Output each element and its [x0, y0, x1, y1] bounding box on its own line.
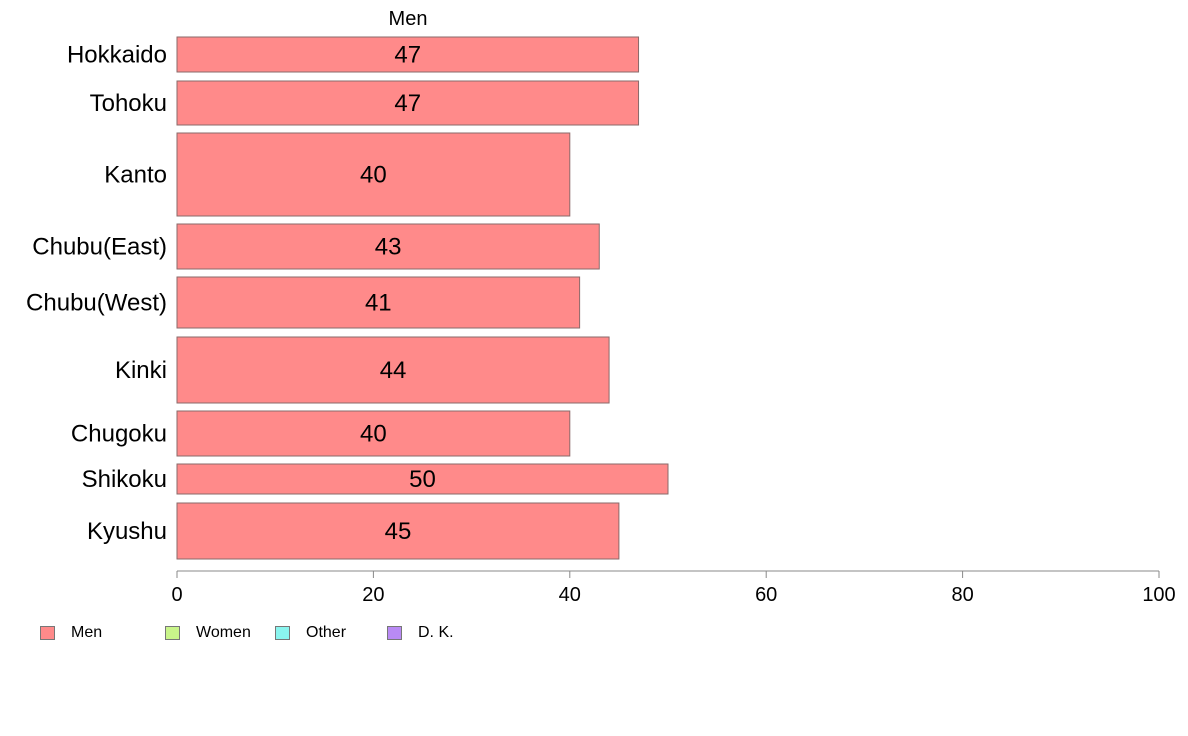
data-label-tohoku: 47 [394, 90, 421, 117]
data-label-hokkaido: 47 [394, 42, 421, 69]
legend-item-dk: D. K. [387, 624, 454, 642]
category-label-hokkaido: Hokkaido [67, 42, 167, 69]
legend-label-other: Other [306, 624, 347, 641]
data-label-shikoku: 50 [409, 466, 436, 493]
data-label-kanto: 40 [360, 162, 387, 189]
legend-label-dk: D. K. [418, 624, 454, 641]
x-tick-label-100: 100 [1142, 584, 1175, 606]
category-label-chugoku: Chugoku [71, 421, 167, 448]
bar-group: Hokkaido 47 Tohoku 47 Kanto 40 Chubu(East) 43 Ch… [26, 36, 669, 560]
data-label-chubu-east: 43 [375, 234, 402, 261]
legend-item-women: Women [165, 624, 275, 642]
category-label-tohoku: Tohoku [90, 90, 167, 117]
data-label-kyushu: 45 [385, 518, 412, 545]
legend: Men Women Other D. K. [40, 624, 454, 642]
bar-hokkaido [176, 36, 640, 73]
bar-kyushu [176, 502, 620, 560]
category-label-chubu-west: Chubu(West) [26, 290, 167, 317]
data-label-chubu-west: 41 [365, 290, 392, 317]
x-tick-label-60: 60 [755, 584, 777, 606]
chart-title: Men [389, 8, 428, 30]
bar-kinki [176, 336, 610, 404]
legend-swatch-men [40, 626, 55, 640]
category-label-shikoku: Shikoku [82, 466, 167, 493]
category-label-chubu-east: Chubu(East) [32, 234, 167, 261]
category-label-kinki: Kinki [115, 357, 167, 384]
data-label-kinki: 44 [380, 357, 407, 384]
legend-item-men: Men [40, 624, 165, 642]
bar-chubu-east [176, 223, 600, 270]
legend-item-other: Other [275, 624, 387, 642]
legend-label-women: Women [196, 624, 251, 641]
category-label-kyushu: Kyushu [87, 518, 167, 545]
bar-chubu-west [176, 276, 581, 329]
x-axis: 0 20 40 60 80 100 [171, 570, 1176, 606]
data-label-chugoku: 40 [360, 421, 387, 448]
x-tick-label-80: 80 [951, 584, 973, 606]
bar-tohoku [176, 80, 640, 126]
x-tick-label-0: 0 [171, 584, 182, 606]
bar-kanto [176, 132, 571, 217]
legend-swatch-dk [387, 626, 402, 640]
category-label-kanto: Kanto [104, 162, 167, 189]
x-tick-label-40: 40 [559, 584, 581, 606]
x-tick-label-20: 20 [362, 584, 384, 606]
bar-chugoku [176, 410, 571, 457]
legend-label-men: Men [71, 624, 103, 641]
legend-swatch-women [165, 626, 180, 640]
bar-shikoku [176, 463, 669, 495]
legend-swatch-other [275, 626, 290, 640]
